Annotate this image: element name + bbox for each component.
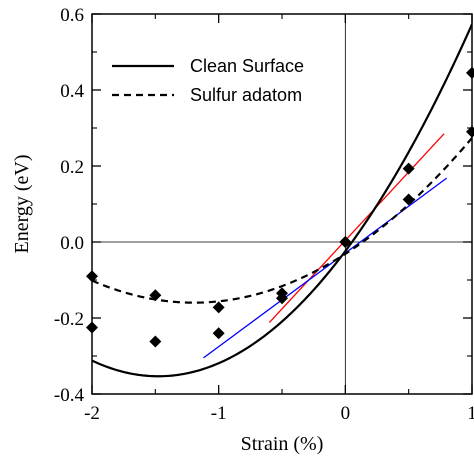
data-point-sulfur-adatom xyxy=(339,236,352,248)
reference-lines xyxy=(92,14,472,394)
data-point-sulfur-adatom xyxy=(212,301,225,314)
y-tick-label: -0.2 xyxy=(54,309,84,330)
y-tick-label: 0.4 xyxy=(60,81,84,102)
fit-curves xyxy=(92,23,472,378)
legend: Clean Surface Sulfur adatom xyxy=(112,56,304,105)
y-tick-label: -0.4 xyxy=(54,385,85,406)
data-point-sulfur-adatom xyxy=(149,289,162,302)
x-tick-label: 1 xyxy=(467,403,474,424)
data-point-clean-surface xyxy=(149,335,162,348)
y-tick-label: 0.6 xyxy=(60,5,84,26)
data-point-sulfur-adatom xyxy=(276,287,288,300)
fit-curve-clean-surface xyxy=(92,23,472,378)
axis-ticks xyxy=(91,13,473,395)
data-point-sulfur-adatom xyxy=(86,270,98,283)
x-tick-label: -2 xyxy=(84,403,100,424)
data-point-sulfur-adatom xyxy=(466,125,474,138)
data-point-clean-surface xyxy=(212,327,225,340)
x-axis-title: Strain (%) xyxy=(241,433,324,455)
y-tick-label: 0.2 xyxy=(60,157,84,178)
legend-label-sulfur-adatom: Sulfur adatom xyxy=(190,85,302,105)
y-tick-label: 0.0 xyxy=(60,233,84,254)
data-markers xyxy=(86,66,474,348)
tangent-line-1 xyxy=(268,133,445,324)
tick-labels: -2 -1 0 1 -0.4 -0.2 0.0 0.2 0.4 0.6 xyxy=(54,5,474,424)
data-point-clean-surface xyxy=(86,321,98,334)
x-tick-label: -1 xyxy=(211,403,227,424)
y-axis-title: Energy (eV) xyxy=(11,154,33,253)
data-point-clean-surface xyxy=(466,66,474,79)
fit-curve-sulfur-adatom xyxy=(92,137,472,304)
x-tick-label: 0 xyxy=(341,403,351,424)
legend-label-clean-surface: Clean Surface xyxy=(190,56,304,76)
data-point-clean-surface xyxy=(402,162,415,175)
tangent-line-2 xyxy=(203,177,448,359)
data-point-sulfur-adatom xyxy=(402,193,415,206)
